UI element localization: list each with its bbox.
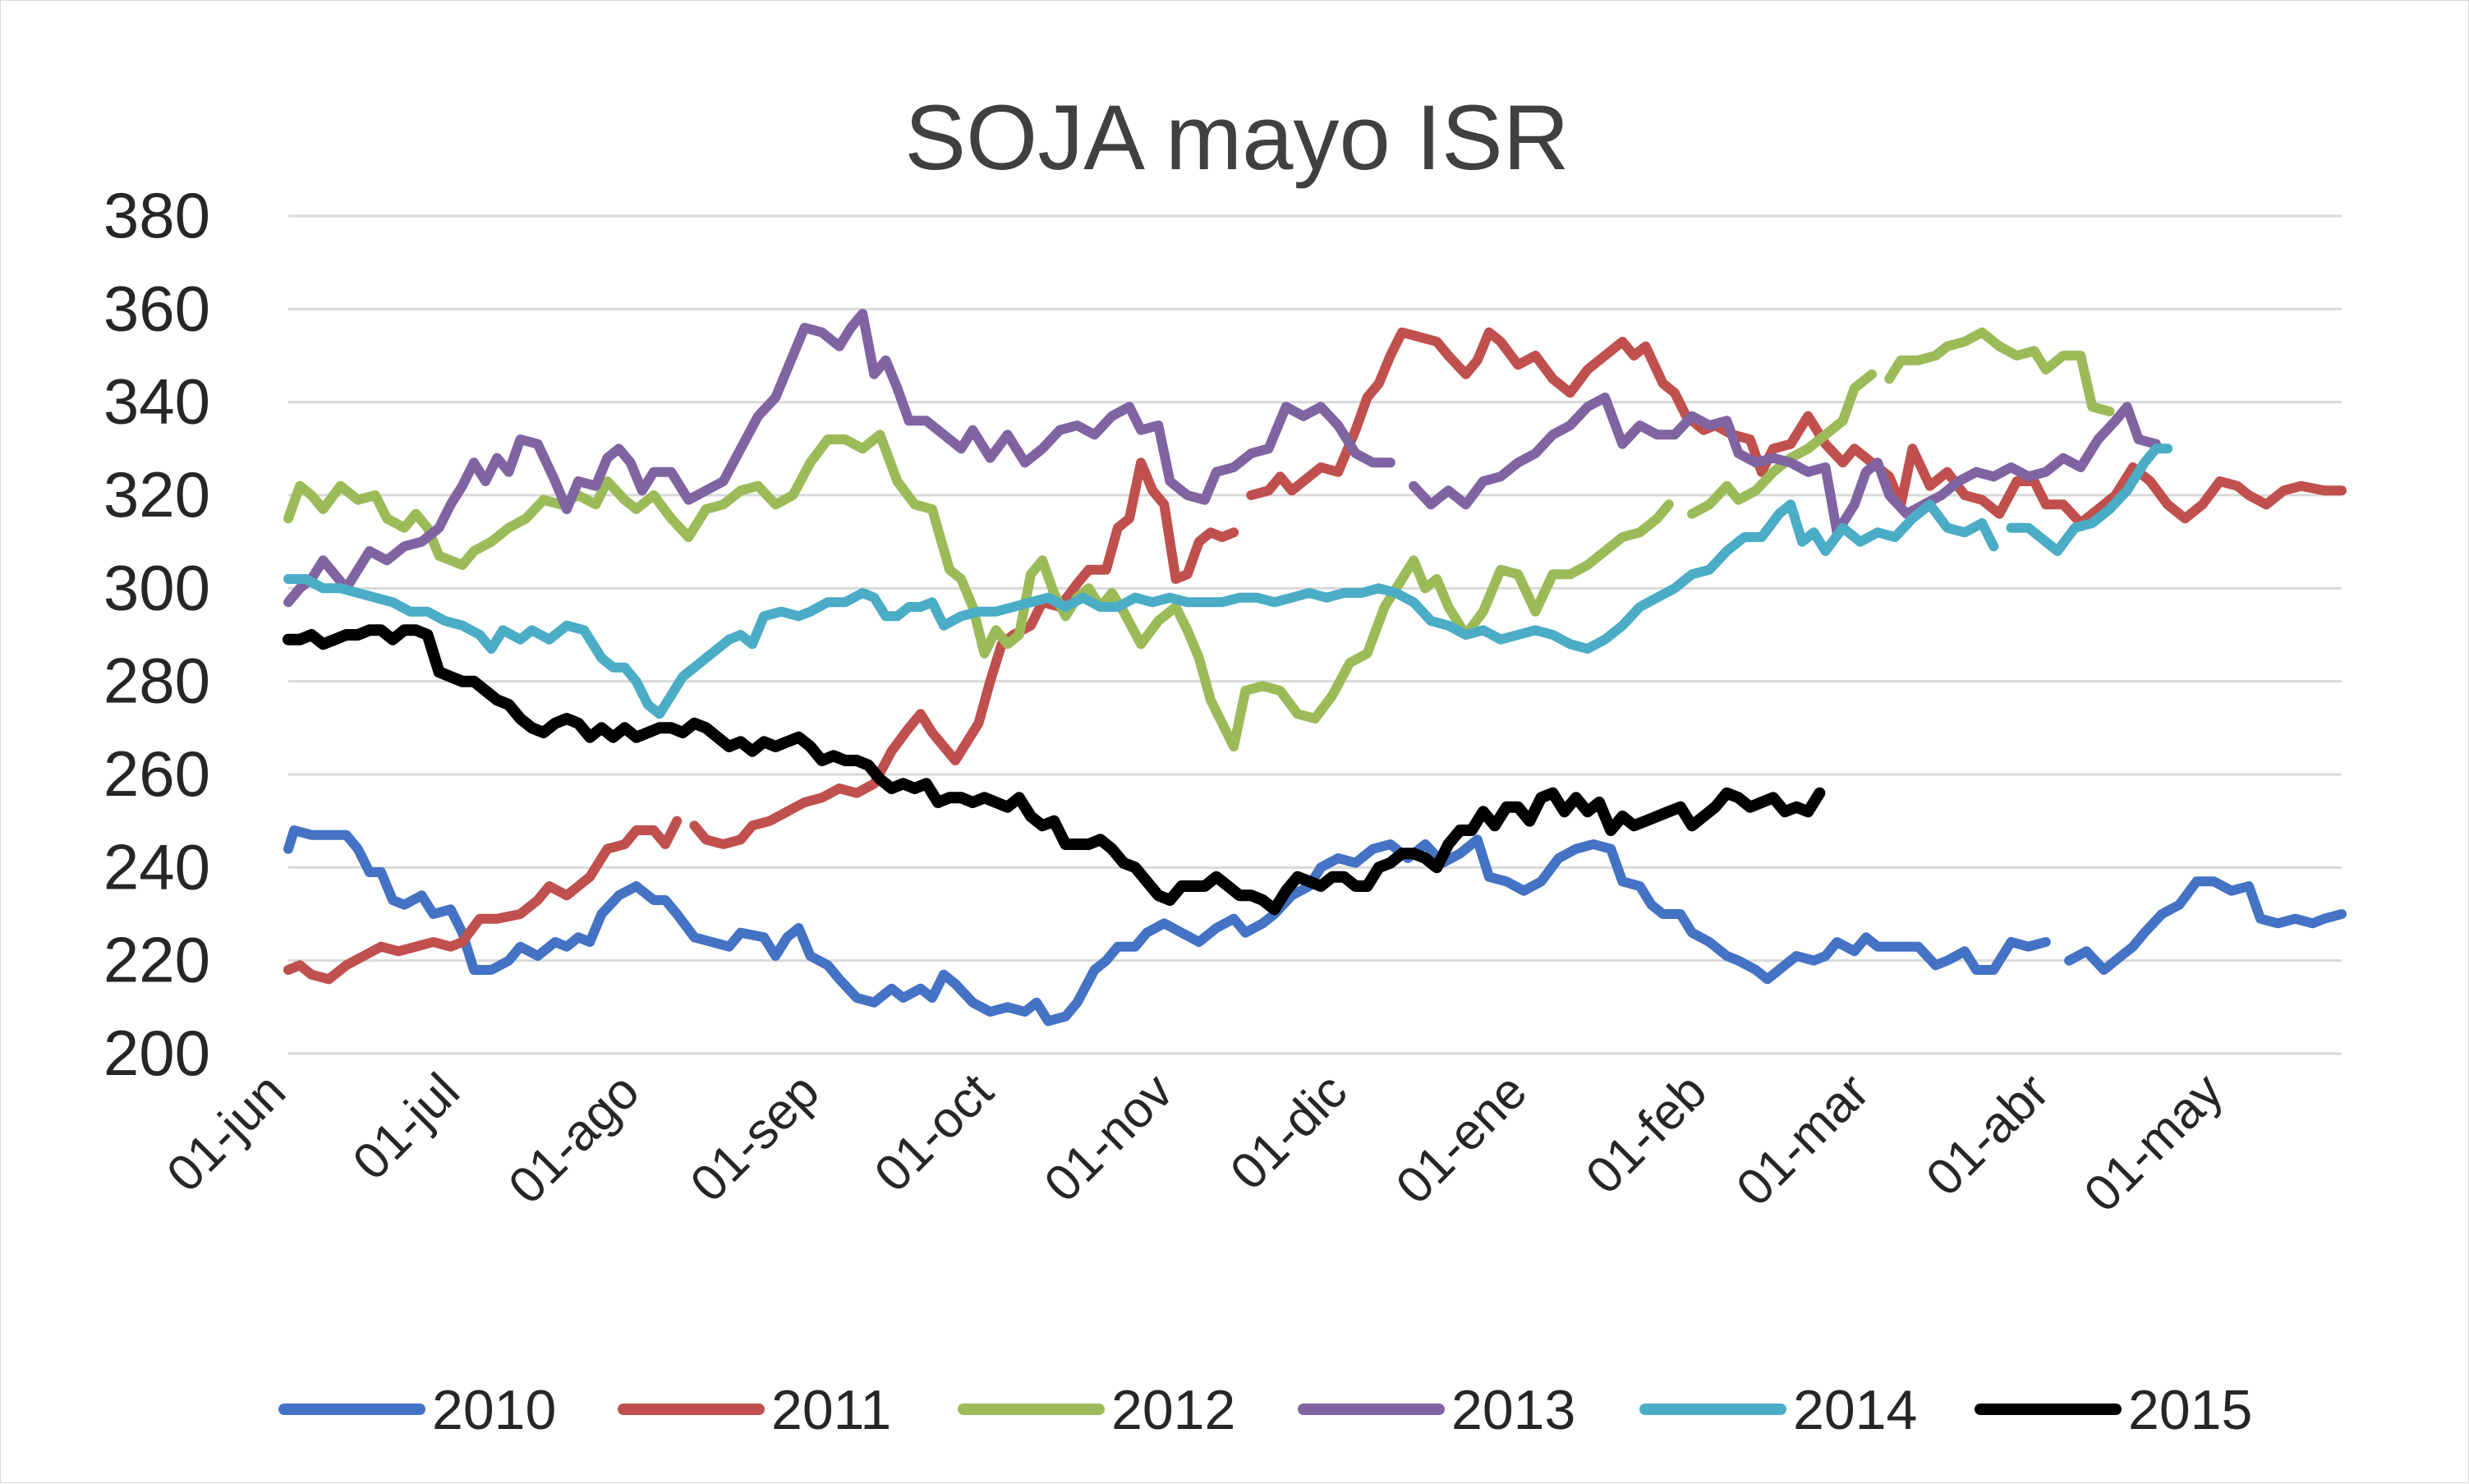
y-tick-label: 200 (103, 1017, 210, 1089)
x-tick-label: 01-may (2074, 1063, 2234, 1223)
y-tick-label: 320 (103, 458, 210, 531)
series-line-2011 (689, 457, 1239, 849)
legend-item-2014: 2014 (1639, 1379, 1917, 1441)
legend-item-2012: 2012 (958, 1379, 1235, 1441)
series-line-2012 (1884, 327, 2115, 416)
series-line-2011 (283, 816, 683, 985)
legend: 2010 2011 2012 2013 2014 2015 (278, 1379, 2252, 1441)
y-tick-label: 380 (103, 179, 210, 251)
y-tick-label: 240 (103, 830, 210, 903)
y-tick-label: 220 (103, 924, 210, 996)
x-tick-label: 01-jul (343, 1063, 471, 1191)
legend-label: 2011 (771, 1379, 891, 1441)
x-tick-label: 01-oct (864, 1063, 1005, 1203)
series-line-2010 (283, 825, 2051, 1027)
x-tick-label: 01-mar (1726, 1063, 1880, 1217)
legend-item-2011: 2011 (618, 1379, 891, 1441)
legend-label: 2012 (1111, 1379, 1235, 1441)
legend-item-2015: 2015 (1975, 1379, 2252, 1441)
legend-label: 2010 (432, 1379, 556, 1441)
series-2015 (283, 624, 1826, 916)
legend-label: 2015 (2128, 1379, 2252, 1441)
y-tick-label: 340 (103, 365, 210, 438)
gridlines (288, 214, 2342, 1055)
series-2010 (283, 825, 2347, 1027)
legend-item-2010: 2010 (278, 1379, 556, 1441)
series-2014 (283, 443, 2173, 719)
x-tick-label: 01-dic (1220, 1063, 1358, 1201)
x-tick-label: 01-sep (680, 1063, 830, 1213)
x-tick-label: 01-feb (1575, 1063, 1717, 1205)
y-tick-label: 280 (103, 645, 210, 717)
series-line-2012 (283, 430, 1674, 751)
series-line-2014 (283, 499, 1999, 719)
series-line-2013 (283, 309, 1395, 608)
chart-title: SOJA mayo ISR (904, 86, 1569, 189)
x-tick-label: 01-ago (498, 1063, 650, 1215)
y-tick-label: 360 (103, 272, 210, 344)
x-tick-label: 01-abr (1915, 1063, 2060, 1207)
series-line-2010 (2064, 876, 2347, 975)
series-line-2015 (283, 624, 1826, 916)
y-axis: 200 220 240 260 280 300 320 340 360 380 (103, 179, 210, 1089)
series-line-2013 (1409, 393, 2161, 538)
plot-area (283, 309, 2347, 1027)
legend-item-2013: 2013 (1298, 1379, 1575, 1441)
series-2013 (283, 309, 2161, 608)
y-tick-label: 300 (103, 551, 210, 623)
x-tick-label: 01-nov (1034, 1063, 1184, 1213)
legend-label: 2014 (1793, 1379, 1917, 1441)
x-tick-label: 01-ene (1386, 1063, 1538, 1215)
y-tick-label: 260 (103, 737, 210, 810)
x-axis: 01-jun 01-jul 01-ago 01-sep 01-oct 01-nov 01-d… (156, 1063, 2233, 1223)
series-line-2014 (2006, 443, 2173, 556)
legend-label: 2013 (1451, 1379, 1575, 1441)
